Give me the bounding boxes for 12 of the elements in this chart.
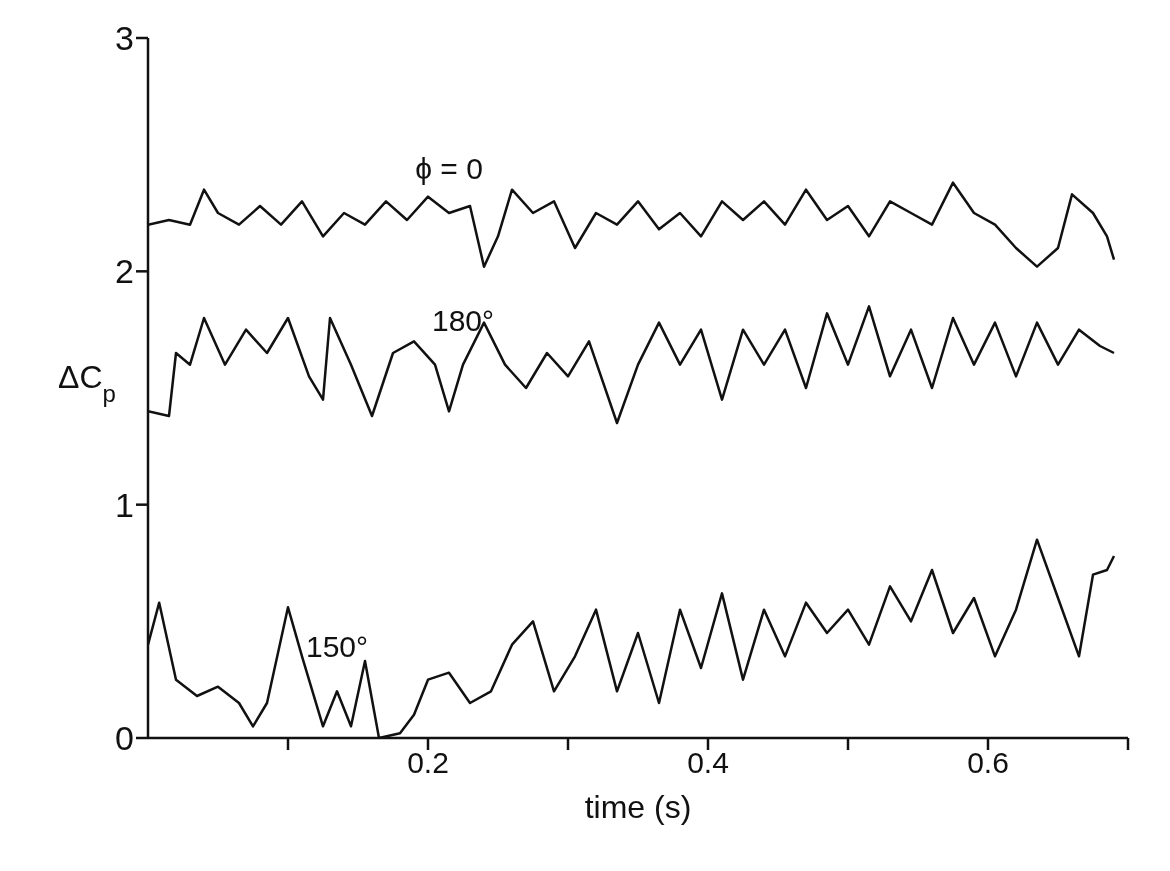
- x-tick-label: 0.6: [967, 746, 1009, 780]
- y-axis-title: ΔC$_{p}$: [58, 359, 116, 407]
- series-label: 180°: [431, 303, 495, 337]
- x-tick-label: 0.2: [407, 746, 449, 780]
- y-tick-label: 0: [115, 719, 134, 758]
- y-tick-label: 1: [115, 485, 134, 524]
- y-tick-label: 2: [115, 252, 134, 291]
- series-label: ϕ = 0: [415, 152, 483, 185]
- x-tick-label: 0.4: [687, 746, 729, 780]
- series-label: 150°: [305, 630, 369, 664]
- x-axis-title: time (s): [584, 789, 692, 825]
- y-tick-label: 3: [115, 19, 134, 58]
